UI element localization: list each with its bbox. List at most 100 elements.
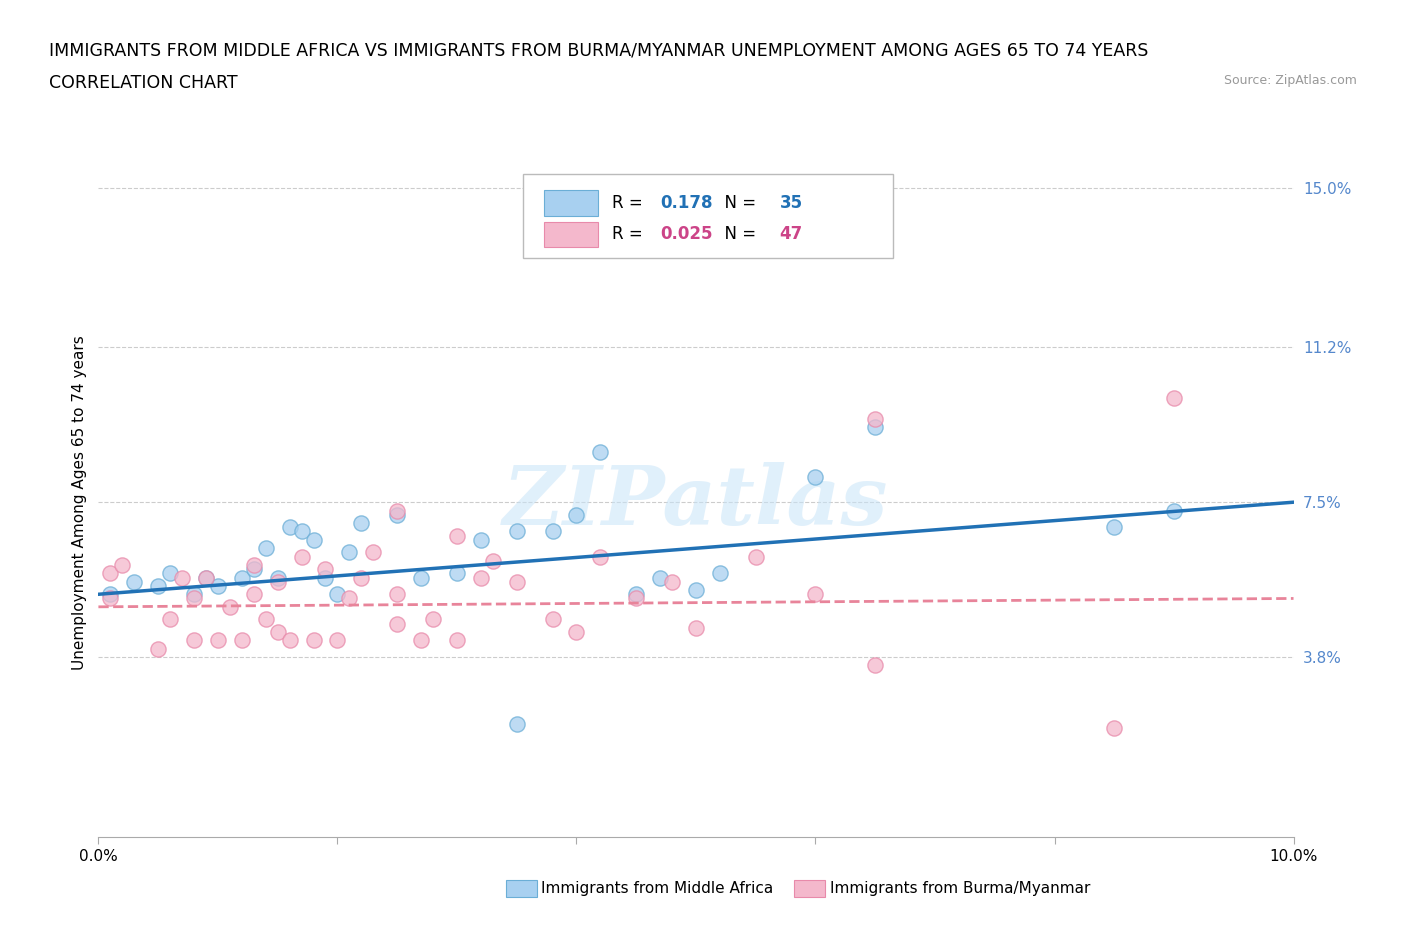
Point: [254, 612, 277, 627]
Y-axis label: Unemployment Among Ages 65 to 74 years: Unemployment Among Ages 65 to 74 years: [72, 335, 87, 670]
Point: [183, 587, 205, 602]
Bar: [544, 221, 598, 247]
Point: [254, 541, 277, 556]
Point: [745, 549, 768, 564]
Point: [183, 591, 205, 606]
Text: N =: N =: [714, 193, 761, 212]
Text: Immigrants from Middle Africa: Immigrants from Middle Africa: [541, 881, 773, 896]
Point: [648, 570, 672, 585]
Point: [148, 578, 170, 593]
Point: [422, 612, 444, 627]
Point: [339, 591, 360, 606]
Point: [865, 658, 887, 673]
Point: [411, 570, 433, 585]
Point: [661, 575, 683, 590]
Point: [446, 632, 468, 647]
Point: [326, 587, 349, 602]
Point: [470, 570, 492, 585]
Point: [481, 553, 505, 568]
Point: [98, 587, 122, 602]
FancyBboxPatch shape: [523, 174, 893, 258]
Text: N =: N =: [714, 225, 761, 244]
Point: [207, 632, 229, 647]
Point: [98, 565, 122, 580]
Point: [194, 570, 218, 585]
Point: [315, 562, 337, 577]
Point: [589, 445, 612, 459]
Point: [111, 558, 134, 573]
Point: [159, 612, 181, 627]
Point: [1163, 503, 1185, 518]
Text: IMMIGRANTS FROM MIDDLE AFRICA VS IMMIGRANTS FROM BURMA/MYANMAR UNEMPLOYMENT AMON: IMMIGRANTS FROM MIDDLE AFRICA VS IMMIGRA…: [49, 42, 1149, 60]
Point: [1104, 520, 1126, 535]
Point: [385, 503, 409, 518]
Text: ZIPatlas: ZIPatlas: [503, 462, 889, 542]
Point: [709, 565, 731, 580]
Point: [339, 545, 360, 560]
Point: [804, 470, 827, 485]
Point: [98, 591, 122, 606]
Point: [194, 570, 218, 585]
Point: [506, 525, 529, 539]
Text: R =: R =: [612, 225, 648, 244]
Point: [278, 520, 301, 535]
Point: [267, 570, 290, 585]
Point: [1163, 391, 1185, 405]
Point: [363, 545, 385, 560]
Point: [267, 625, 290, 640]
Text: R =: R =: [612, 193, 648, 212]
Point: [350, 570, 373, 585]
Point: [148, 642, 170, 657]
Point: [385, 587, 409, 602]
Point: [865, 411, 887, 426]
Point: [243, 587, 266, 602]
Point: [231, 570, 253, 585]
Point: [124, 575, 146, 590]
Point: [565, 508, 588, 523]
Point: [302, 532, 325, 547]
Point: [1104, 721, 1126, 736]
Point: [302, 632, 325, 647]
Text: 35: 35: [779, 193, 803, 212]
Point: [804, 587, 827, 602]
Point: [411, 632, 433, 647]
Point: [290, 525, 312, 539]
Point: [278, 632, 301, 647]
Point: [446, 565, 468, 580]
Text: CORRELATION CHART: CORRELATION CHART: [49, 74, 238, 92]
Point: [446, 528, 468, 543]
Text: 47: 47: [779, 225, 803, 244]
Point: [624, 591, 647, 606]
Text: Immigrants from Burma/Myanmar: Immigrants from Burma/Myanmar: [830, 881, 1090, 896]
Point: [350, 515, 373, 530]
Bar: [544, 190, 598, 216]
Point: [541, 525, 564, 539]
Point: [385, 617, 409, 631]
Point: [315, 570, 337, 585]
Point: [326, 632, 349, 647]
Text: Source: ZipAtlas.com: Source: ZipAtlas.com: [1223, 74, 1357, 87]
Point: [231, 632, 253, 647]
Point: [183, 632, 205, 647]
Point: [865, 419, 887, 434]
Point: [243, 558, 266, 573]
Point: [506, 575, 529, 590]
Point: [470, 532, 492, 547]
Point: [685, 620, 707, 635]
Point: [685, 582, 707, 598]
Point: [172, 570, 194, 585]
Text: 0.025: 0.025: [661, 225, 713, 244]
Point: [506, 717, 529, 732]
Point: [290, 549, 312, 564]
Point: [624, 587, 647, 602]
Point: [565, 625, 588, 640]
Point: [267, 575, 290, 590]
Point: [541, 612, 564, 627]
Point: [385, 508, 409, 523]
Point: [589, 549, 612, 564]
Point: [159, 565, 181, 580]
Text: 0.178: 0.178: [661, 193, 713, 212]
Point: [243, 562, 266, 577]
Point: [219, 600, 242, 615]
Point: [207, 578, 229, 593]
